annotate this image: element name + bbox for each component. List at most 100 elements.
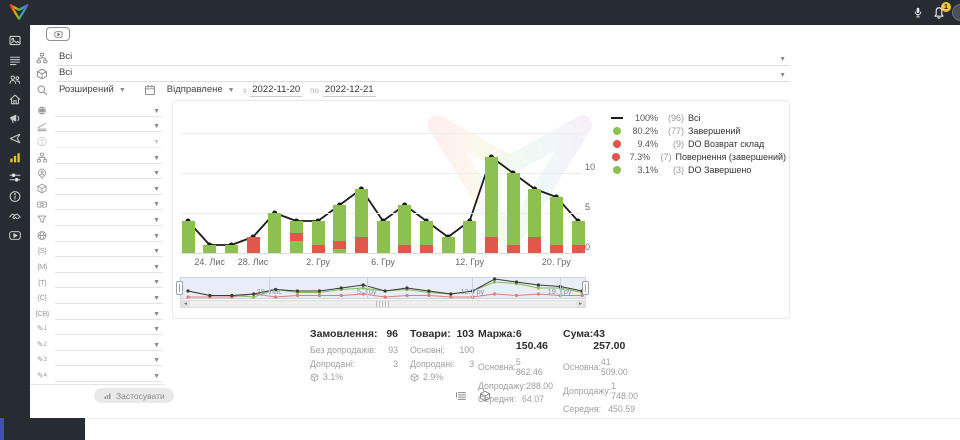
filter-select-department[interactable]: ▼ [30, 150, 168, 166]
bar-segment-red [311, 245, 325, 253]
filter-select-tag-t[interactable]: {T} ▼ [30, 275, 168, 291]
sidebar-item-orders[interactable] [8, 54, 22, 67]
stacked-bar[interactable] [571, 221, 585, 253]
stacked-bar[interactable] [224, 245, 238, 253]
bar-segment-red [246, 237, 260, 253]
sidebar-item-marketing[interactable] [8, 112, 22, 125]
stat-header: Товари: 103 [410, 328, 474, 340]
stacked-bar[interactable] [441, 237, 455, 253]
scrollbar-grip[interactable] [376, 301, 390, 307]
sidebar-item-info[interactable] [8, 190, 22, 203]
filter-select-tag-m[interactable]: {M} ▼ [30, 259, 168, 275]
chevron-down-icon: ▼ [153, 372, 160, 380]
stacked-bar[interactable] [419, 221, 433, 253]
stacked-bar[interactable] [181, 221, 195, 253]
filter-select-custom-field-3[interactable]: ✎ 3 ▼ [30, 353, 168, 369]
sidebar-item-warehouse[interactable] [8, 93, 22, 106]
date-type-select[interactable]: Відправлене ▼ [165, 84, 235, 97]
stacked-bar[interactable] [333, 205, 347, 253]
filter-select-unknown[interactable]: ▼ [30, 134, 168, 150]
filter-select-website[interactable]: ▼ [30, 228, 168, 244]
funnel-icon [36, 214, 48, 225]
navigator-gridline [472, 278, 474, 298]
chart-legend: 100% (96) Всі 80.2% (77) Завершений 9.4% (9) DO … [610, 111, 786, 177]
filter-select-manager[interactable]: ▼ [30, 165, 168, 181]
stacked-bar[interactable] [203, 245, 217, 253]
sidebar-item-analytics[interactable] [8, 151, 22, 164]
sidebar-item-settings[interactable] [8, 171, 22, 184]
list-icon [8, 54, 22, 67]
filter-select-line: ▼ [55, 276, 162, 289]
filter-select-line: ▼ [55, 292, 162, 304]
filter-select-payment[interactable]: ▼ [30, 197, 168, 213]
products-select[interactable]: Всі ▼ [57, 67, 790, 82]
sidebar-item-clients[interactable] [8, 73, 22, 86]
stacked-bar[interactable] [484, 157, 498, 253]
stacked-bar[interactable] [311, 221, 325, 253]
bar-segment-green [571, 221, 585, 245]
filter-select-tag-cb[interactable]: {CB} ▼ [30, 306, 168, 322]
stat-row-label: Допродажу: [563, 385, 612, 396]
legend-item-1[interactable]: 80.2% (77) Завершений [610, 124, 786, 137]
apply-button[interactable]: Застосувати [94, 388, 174, 403]
filter-select-source[interactable]: ▼ [30, 103, 168, 119]
legend-count: (7) [660, 152, 672, 163]
search-mode-select[interactable]: Розширений ▼ [57, 84, 126, 97]
stacked-bar[interactable] [268, 213, 282, 253]
sidebar-footer-block [30, 418, 85, 440]
stacked-bar[interactable] [398, 205, 412, 253]
legend-item-0[interactable]: 100% (96) Всі [610, 111, 786, 124]
date-to-input[interactable]: 2022-12-21 [322, 83, 376, 97]
gridline-5 [180, 213, 582, 214]
bar-segment-green [549, 197, 563, 245]
legend-item-2[interactable]: 9.4% (9) DO Возврат склад [610, 137, 786, 150]
stacked-bar[interactable] [528, 189, 542, 253]
image-icon [8, 34, 22, 47]
legend-item-3[interactable]: 7.3% (7) Повернення (завершений) [610, 151, 786, 164]
notifications-bell-icon[interactable] [932, 6, 946, 20]
sidebar-item-partners[interactable] [8, 210, 22, 223]
stacked-bar[interactable] [354, 189, 368, 253]
filter-select-funnel[interactable]: ▼ [30, 212, 168, 228]
bar-segment-green [376, 221, 390, 253]
legend-percent: 100% [634, 112, 658, 123]
scrollbar-right-arrow[interactable]: ► [576, 301, 585, 307]
navigator-left-handle[interactable] [176, 281, 183, 295]
list-view-icon [455, 390, 467, 402]
navigator-date-label: 5. Гру [356, 287, 377, 296]
sliders-icon [8, 171, 22, 184]
filter-select-product[interactable]: ▼ [30, 181, 168, 197]
sidebar-item-dashboard[interactable] [8, 34, 22, 47]
stacked-bar[interactable] [506, 173, 520, 253]
avatar[interactable] [952, 4, 960, 21]
list-view-button[interactable] [455, 389, 467, 401]
legend-item-4[interactable]: 3.1% (3) DO Завершено [610, 164, 786, 177]
filter-select-tag-c[interactable]: {C} ▼ [30, 290, 168, 306]
filter-select-funnel-stage[interactable]: ▼ [30, 119, 168, 135]
stat-header-label: Товари: [410, 328, 451, 340]
filter-select-tag-s[interactable]: {S} ▼ [30, 243, 168, 259]
notification-badge: 1 [941, 2, 951, 12]
sidebar-item-tutorials[interactable] [8, 229, 22, 242]
filter-select-custom-field-1[interactable]: ✎ 1 ▼ [30, 321, 168, 337]
date-type-value: Відправлене [166, 83, 223, 95]
sidebar-item-broadcasts[interactable] [8, 132, 22, 145]
scrollbar-left-arrow[interactable]: ◄ [181, 301, 190, 307]
scrollbar-track[interactable] [190, 301, 576, 307]
filter-select-custom-field-2[interactable]: ✎ 2 ▼ [30, 337, 168, 353]
product-view-button[interactable] [479, 389, 491, 402]
stat-column-0: Замовлення: 96 Без допродажів: 93 Допродані:… [310, 328, 398, 386]
stacked-bar[interactable] [549, 197, 563, 253]
video-help-button[interactable] [46, 27, 70, 41]
stat-column-3: Сума: 43 257.00 Основна: 41 509.00 Допродажу… [563, 328, 638, 418]
stacked-bar[interactable] [463, 221, 477, 253]
navigator-right-handle[interactable] [582, 281, 589, 295]
stacked-bar[interactable] [246, 237, 260, 253]
stacked-bar[interactable] [289, 221, 303, 253]
microphone-icon[interactable] [912, 6, 924, 19]
bar-segment-green [289, 221, 303, 233]
stacked-bar[interactable] [376, 221, 390, 253]
filter-select-custom-field-4[interactable]: ✎ 4 ▼ [30, 368, 168, 384]
date-from-input[interactable]: 2022-11-20 [250, 83, 303, 97]
structure-select[interactable]: Всі ▼ [57, 51, 790, 66]
